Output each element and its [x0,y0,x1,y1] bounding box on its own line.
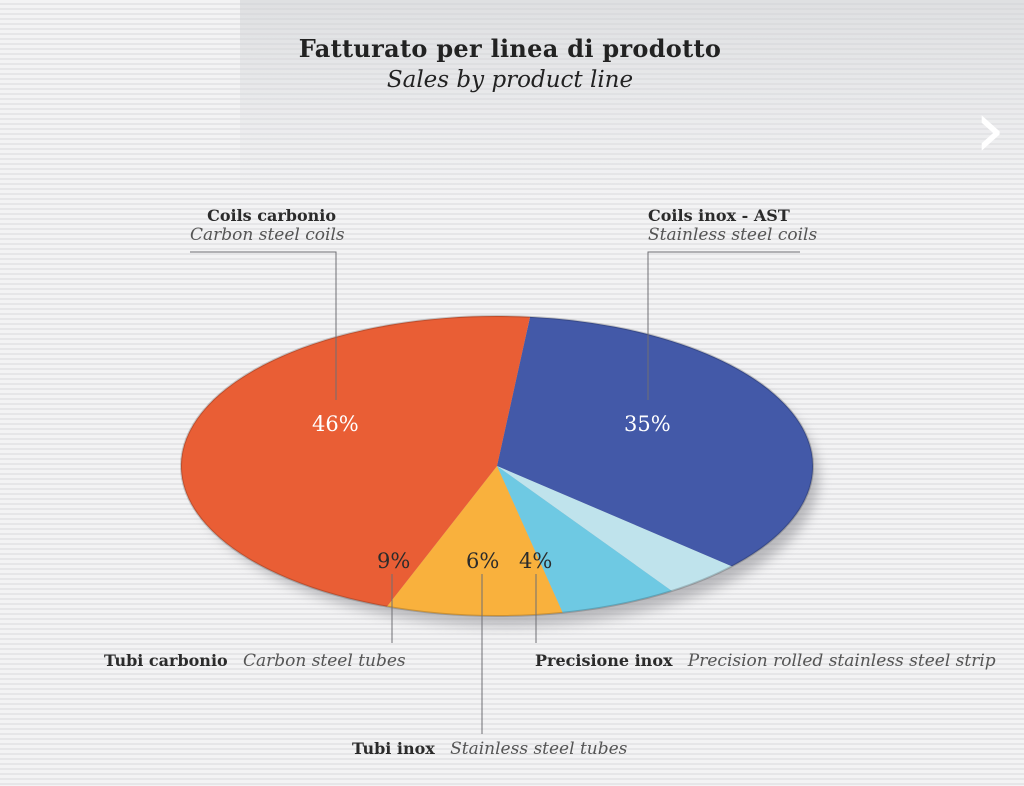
label-tubi-inox-en: Stainless steel tubes [450,739,628,759]
pie-rim [180,315,814,617]
chevron-right-icon[interactable]: › [974,85,1006,175]
pie-slice-tubi-carbonio [386,466,563,616]
label-tubi-inox-it: Tubi inox [352,739,435,758]
pie-slice-precisione-inox [497,466,732,591]
label-precisione-inox-it: Precisione inox [535,651,673,670]
label-tubi-carbonio-en: Carbon steel tubes [242,651,406,671]
pie-slice-coils-inox [497,316,814,567]
label-coils-inox: Coils inox - AST Stainless steel coils [648,206,817,245]
pct-label-coils-carbonio: 46% [312,412,359,436]
label-coils-inox-it: Coils inox - AST [648,206,790,225]
label-coils-carbonio: Coils carbonio Carbon steel coils [190,206,345,245]
chart-title-block: Fatturato per linea di prodotto Sales by… [0,34,1020,93]
header-backdrop [240,0,1024,200]
label-tubi-carbonio: Tubi carbonio Carbon steel tubes [104,651,406,671]
pct-label-precisione-inox: 4% [519,549,553,573]
label-precisione-inox: Precisione inox Precision rolled stainle… [535,651,996,671]
label-precisione-inox-en: Precision rolled stainless steel strip [687,651,996,671]
chart-title: Fatturato per linea di prodotto [298,34,722,63]
label-tubi-carbonio-it: Tubi carbonio [104,651,228,670]
leader-coils-inox [647,251,800,400]
pct-label-coils-inox: 35% [624,412,671,436]
pie-slice-coils-carbonio [181,315,531,607]
label-tubi-inox: Tubi inox Stainless steel tubes [352,739,627,759]
leader-coils-carbonio [190,251,337,400]
label-coils-carbonio-it: Coils carbonio [207,206,336,225]
chart-subtitle: Sales by product line [386,67,634,93]
label-coils-carbonio-en: Carbon steel coils [190,225,345,245]
pie-slice-tubi-inox [497,466,672,613]
pct-label-tubi-inox: 6% [466,549,500,573]
pct-label-tubi-carbonio: 9% [377,549,411,573]
label-coils-inox-en: Stainless steel coils [648,225,818,245]
